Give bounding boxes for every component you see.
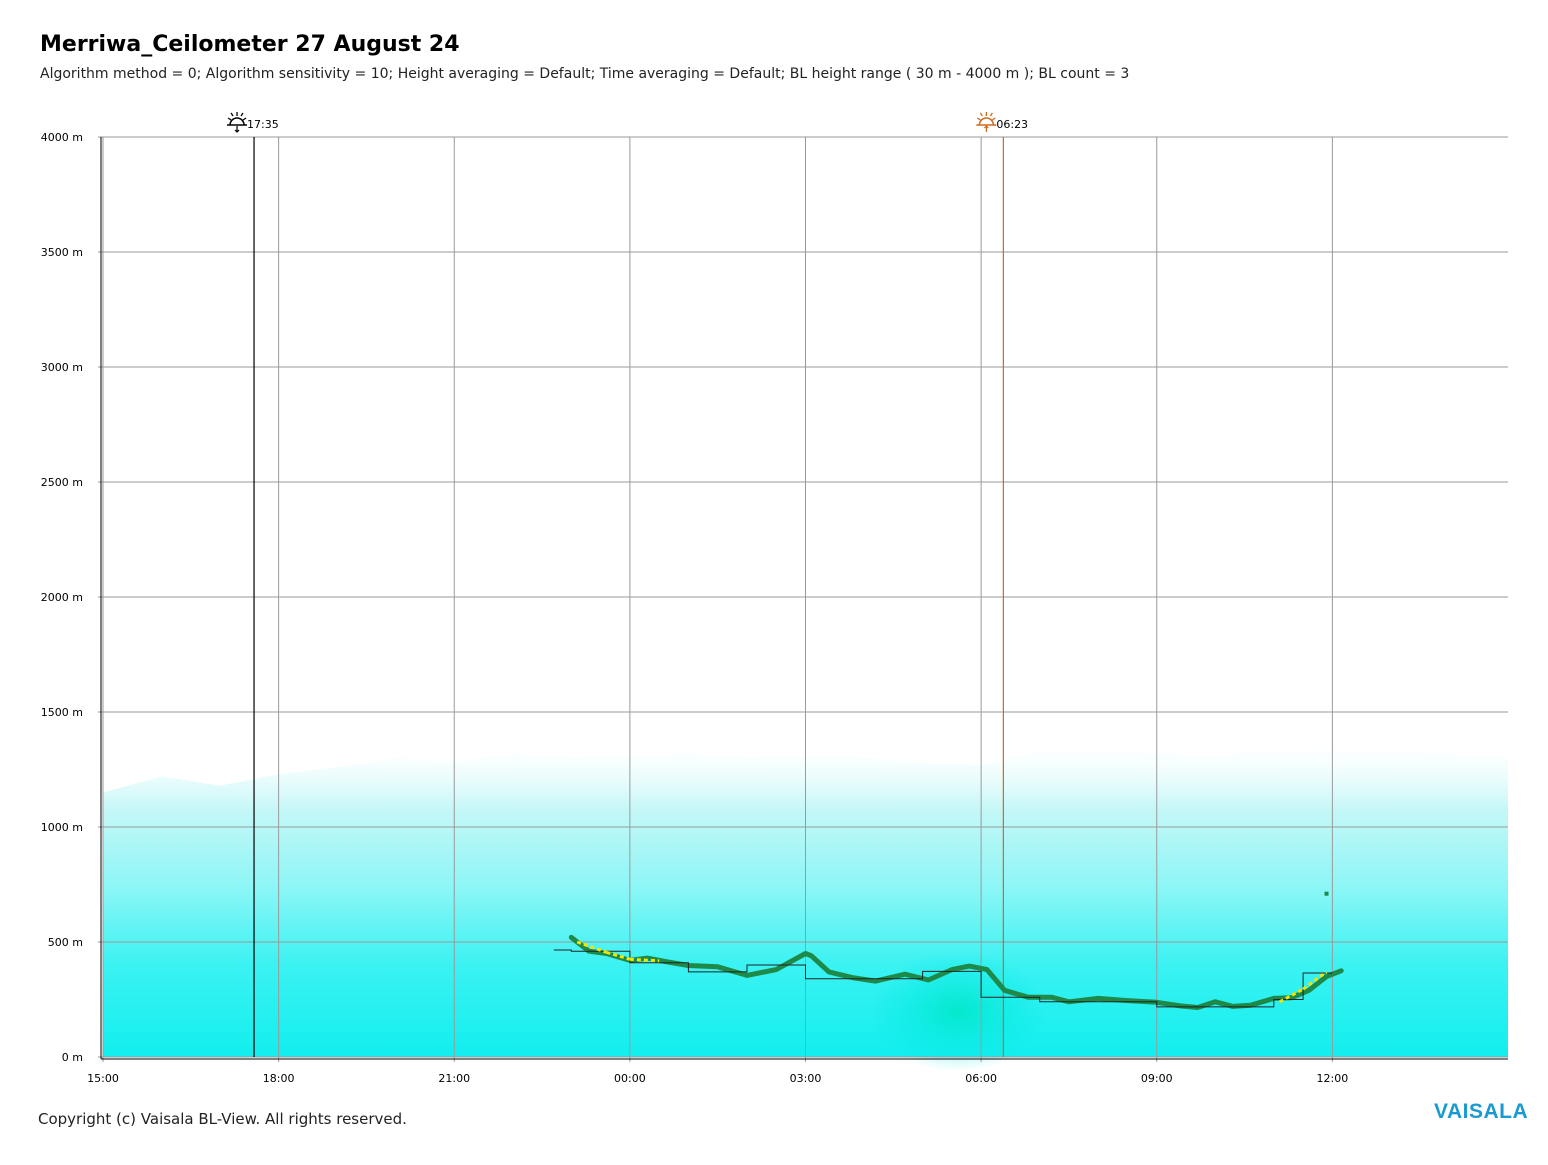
x-tick-label: 12:00	[1317, 1072, 1349, 1085]
y-tick-label: 3000 m	[41, 361, 83, 374]
x-tick-label: 03:00	[790, 1072, 822, 1085]
y-tick-label: 0 m	[62, 1051, 83, 1064]
sun-ray	[240, 112, 244, 117]
chart-title: Merriwa_Ceilometer 27 August 24	[40, 32, 460, 57]
bl-outlier-point	[1324, 891, 1329, 896]
sun-ray	[979, 112, 983, 117]
sun-ray	[230, 112, 234, 117]
sunrise-icon	[976, 112, 997, 132]
y-tick-label: 1000 m	[41, 821, 83, 834]
y-tick-labels: 0 m 500 m 1000 m 1500 m 2000 m 2500 m 3000 m 35…	[41, 131, 83, 1064]
bl-series	[553, 891, 1344, 1010]
sun-ray	[992, 117, 996, 121]
x-tick-label: 21:00	[438, 1072, 470, 1085]
y-tick-label: 2000 m	[41, 591, 83, 604]
sun-ray	[989, 112, 993, 117]
backscatter-hotspot	[867, 951, 1048, 1071]
copyright-notice: Copyright (c) Vaisala BL-View. All right…	[38, 1110, 407, 1128]
x-tick-label: 09:00	[1141, 1072, 1173, 1085]
sun-arc	[229, 117, 245, 126]
y-tick-label: 2500 m	[41, 476, 83, 489]
x-tick-label: 15:00	[87, 1072, 119, 1085]
sunrise-time-label: 06:23	[996, 118, 1028, 131]
sun-ray	[242, 117, 247, 121]
up-arrow	[983, 125, 989, 132]
x-tick-label: 00:00	[614, 1072, 646, 1085]
sun-ray	[227, 117, 232, 121]
chart-subtitle: Algorithm method = 0; Algorithm sensitiv…	[40, 66, 1130, 82]
sun-ray	[977, 117, 981, 121]
bl-quality-segment	[576, 940, 607, 954]
bl-quality-segment	[1302, 970, 1328, 991]
vaisala-logo: VAISALA	[1434, 1100, 1529, 1123]
grid-lines	[98, 136, 1508, 1062]
y-tick-label: 500 m	[48, 936, 83, 949]
sunset-time-label: 17:35	[247, 118, 279, 131]
axes	[100, 137, 1508, 1060]
y-tick-label: 1500 m	[41, 706, 83, 719]
sun-arc	[978, 117, 995, 126]
bl-quality-segment	[629, 957, 660, 963]
sunset-icon	[227, 112, 248, 133]
bl-step-line	[553, 949, 1333, 1008]
y-tick-label: 4000 m	[41, 131, 83, 144]
y-tick-label: 3500 m	[41, 246, 83, 259]
x-tick-labels: 15:00 18:00 21:00 00:00 03:00 06:00 09:00 12:00	[87, 1072, 1348, 1085]
x-tick-label: 18:00	[263, 1072, 295, 1085]
sun-markers: 17:35 06:23	[227, 112, 1028, 1057]
x-tick-label: 06:00	[965, 1072, 997, 1085]
down-arrow	[234, 126, 240, 133]
bl-quality-segment	[1278, 987, 1304, 1004]
